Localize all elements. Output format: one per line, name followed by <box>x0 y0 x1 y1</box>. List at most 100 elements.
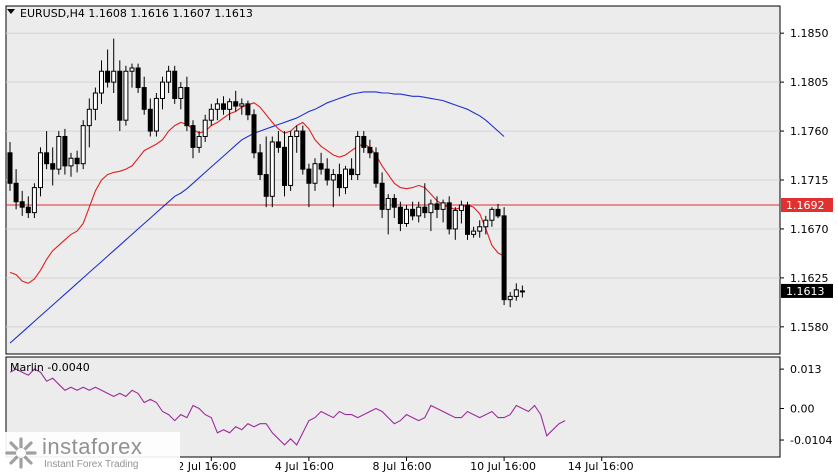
candle <box>129 63 135 88</box>
candle-body-bear <box>422 206 428 214</box>
candle <box>434 196 440 219</box>
candle <box>471 226 477 238</box>
candle-body-bear <box>397 206 403 224</box>
candle-body-bull <box>477 226 483 232</box>
time-axis: 2 Jul 16:00 4 Jul 16:00 8 Jul 16:00 10 Jul … <box>177 457 634 473</box>
candle <box>446 196 452 235</box>
candle <box>105 49 111 88</box>
candle-body-bull <box>99 70 104 94</box>
candle-body-bear <box>233 101 239 107</box>
candle <box>74 150 80 173</box>
candle <box>7 141 13 191</box>
indicator-tick-label: 0.00 <box>790 403 815 416</box>
candle-body-bear <box>263 174 269 197</box>
candle-body-bear <box>245 103 251 116</box>
candle <box>245 100 251 121</box>
candle-body-bear <box>465 204 470 235</box>
candle <box>306 163 312 208</box>
candle-body-bull <box>452 209 458 230</box>
logo-tagline: Instant Forex Trading <box>44 459 139 470</box>
candle <box>397 201 403 232</box>
time-tick-label: 14 Jul 16:00 <box>568 460 634 473</box>
candle-body-bear <box>391 197 397 208</box>
candle <box>379 172 385 219</box>
candle <box>172 65 178 104</box>
moving-averages <box>9 91 505 344</box>
instaforex-logo: instaforex Instant Forex Trading <box>0 432 180 476</box>
candle <box>404 205 409 227</box>
indicator-tick-label: 0.013 <box>790 363 822 376</box>
candle <box>38 147 43 197</box>
candle <box>233 90 239 112</box>
candle-body-bear <box>105 70 111 83</box>
ma-slow-line <box>9 91 505 344</box>
candle <box>263 136 269 208</box>
horizontal-price-line: 1.1692 1.1613 <box>6 198 833 298</box>
candle <box>288 131 294 191</box>
candle-body-bull <box>269 141 275 197</box>
candle-body-bear <box>282 146 287 186</box>
candle <box>294 125 300 153</box>
candle <box>355 131 361 180</box>
candle <box>25 196 31 219</box>
candle <box>501 207 507 306</box>
symbol-menu-triangle-icon[interactable] <box>7 9 15 14</box>
candle <box>196 131 202 153</box>
level-price-badge <box>781 198 833 213</box>
candle <box>330 169 336 208</box>
candle <box>123 65 129 126</box>
candle <box>251 109 257 159</box>
candle-body-bear <box>221 103 226 110</box>
candle <box>184 76 190 132</box>
price-tick-label: 1.1760 <box>790 125 829 138</box>
candle <box>62 128 68 175</box>
time-tick-label: 8 Jul 16:00 <box>373 460 432 473</box>
main-chart-title: EURUSD,H4 1.1608 1.1616 1.1607 1.1613 <box>20 7 253 20</box>
candle-body-bear <box>434 203 440 210</box>
candle <box>343 165 348 195</box>
candle <box>135 63 141 93</box>
candle-body-bull <box>288 136 294 186</box>
instaforex-star-icon <box>5 437 37 469</box>
candle-body-bear <box>184 87 190 127</box>
candle <box>483 215 489 235</box>
candle <box>318 152 324 175</box>
candle-body-bear <box>300 130 306 170</box>
candle <box>385 194 391 235</box>
candle <box>513 283 519 301</box>
candle <box>440 199 446 223</box>
candle-body-bear <box>324 168 330 181</box>
candle-body-bull <box>416 206 422 217</box>
candle <box>208 103 214 126</box>
candle <box>349 158 355 180</box>
time-tick-label: 10 Jul 16:00 <box>470 460 536 473</box>
candle <box>269 136 275 208</box>
candle <box>312 158 318 191</box>
candle <box>50 147 56 186</box>
candle <box>336 163 342 197</box>
candle-body-bear <box>117 70 123 121</box>
candle-body-bull <box>471 230 477 235</box>
candle <box>275 131 281 153</box>
candle-body-bear <box>446 202 452 230</box>
candle-body-bear <box>190 125 196 148</box>
candle <box>367 139 373 159</box>
time-tick-label: 4 Jul 16:00 <box>275 460 334 473</box>
candle <box>282 131 287 197</box>
candle <box>373 147 379 188</box>
candle-body-bull <box>196 136 202 148</box>
candle <box>31 183 37 219</box>
candle-body-bear <box>135 67 141 89</box>
candle <box>111 38 117 93</box>
indicator-axis: 0.013 0.00 -0.0104 <box>780 363 832 447</box>
candle <box>141 76 147 115</box>
candle <box>410 201 416 221</box>
candle-body-bear <box>251 114 257 154</box>
current-price-badge <box>781 283 833 298</box>
candle <box>153 93 159 137</box>
candle <box>92 87 98 121</box>
candle <box>391 194 397 219</box>
candle <box>458 200 464 224</box>
candle-body-bull <box>214 103 220 110</box>
